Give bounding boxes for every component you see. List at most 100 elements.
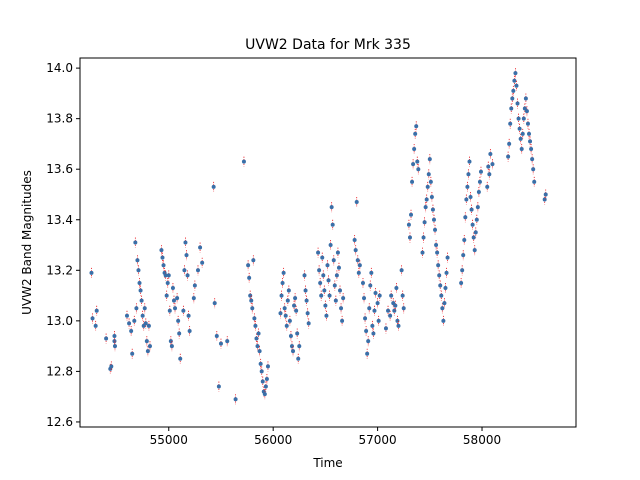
data-point <box>511 88 516 93</box>
data-point <box>414 124 419 129</box>
data-point <box>392 308 397 313</box>
data-point <box>182 268 187 273</box>
data-point <box>464 197 469 202</box>
data-point <box>513 71 518 76</box>
data-point <box>444 270 449 275</box>
data-point <box>280 280 285 285</box>
data-point <box>515 101 520 106</box>
data-point <box>216 384 221 389</box>
data-point <box>529 146 534 151</box>
axes: 55000 56000 57000 58000 12.6 12.8 13.0 13.2 13.4… <box>46 57 577 447</box>
data-point <box>430 207 435 212</box>
y-tick-label: 13.2 <box>46 263 73 277</box>
y-tick-label: 13.0 <box>46 314 73 328</box>
data-point <box>184 253 189 258</box>
data-point <box>291 349 296 354</box>
data-point <box>406 222 411 227</box>
data-point <box>415 159 420 164</box>
data-point <box>395 318 400 323</box>
data-point <box>295 331 300 336</box>
data-point <box>531 167 536 172</box>
data-point <box>355 258 360 263</box>
data-point <box>278 311 283 316</box>
data-point <box>321 273 326 278</box>
y-tick-label: 13.4 <box>46 213 73 227</box>
data-point <box>249 298 254 303</box>
data-point <box>294 308 299 313</box>
data-point <box>338 288 343 293</box>
data-point <box>211 184 216 189</box>
data-point <box>377 293 382 298</box>
data-point <box>445 255 450 260</box>
data-point <box>396 323 401 328</box>
data-point <box>410 179 415 184</box>
data-point <box>251 258 256 263</box>
data-point <box>146 323 151 328</box>
data-point <box>428 179 433 184</box>
plot-marks <box>89 68 548 405</box>
data-point <box>159 248 164 253</box>
data-point <box>331 258 336 263</box>
data-point <box>177 331 182 336</box>
data-point <box>140 313 145 318</box>
data-point <box>357 263 362 268</box>
data-point <box>362 296 367 301</box>
data-point <box>136 268 141 273</box>
data-point <box>329 205 334 210</box>
data-point <box>124 313 129 318</box>
data-point <box>284 323 289 328</box>
data-point <box>296 356 301 361</box>
data-point <box>183 240 188 245</box>
data-point <box>241 159 246 164</box>
data-point <box>441 318 446 323</box>
data-point <box>506 154 511 159</box>
data-point <box>429 195 434 200</box>
data-point <box>187 328 192 333</box>
data-point <box>288 334 293 339</box>
data-point <box>443 285 448 290</box>
data-point <box>191 296 196 301</box>
x-tick-label: 57000 <box>359 433 397 447</box>
data-point <box>109 364 114 369</box>
data-point <box>138 288 143 293</box>
data-point <box>360 280 365 285</box>
data-point <box>265 364 270 369</box>
data-point <box>507 141 512 146</box>
data-point <box>279 293 284 298</box>
data-point <box>285 298 290 303</box>
data-point <box>364 328 369 333</box>
chart-title: UVW2 Data for Mrk 335 <box>245 37 411 53</box>
data-point <box>169 344 174 349</box>
data-point <box>90 316 95 321</box>
data-point <box>195 268 200 273</box>
data-point <box>366 339 371 344</box>
data-point <box>161 263 166 268</box>
data-point <box>433 227 438 232</box>
data-point <box>325 263 330 268</box>
data-point <box>519 146 524 151</box>
data-point <box>356 270 361 275</box>
data-point <box>521 116 526 121</box>
y-tick-label: 12.8 <box>46 364 73 378</box>
data-point <box>259 369 264 374</box>
data-point <box>465 184 470 189</box>
data-point <box>336 265 341 270</box>
data-point <box>316 250 321 255</box>
x-tick-label: 55000 <box>150 433 188 447</box>
data-point <box>322 288 327 293</box>
data-point <box>532 179 537 184</box>
data-point <box>440 306 445 311</box>
data-point <box>512 78 517 83</box>
data-point <box>247 275 252 280</box>
data-point <box>525 121 530 126</box>
data-point <box>212 301 217 306</box>
data-point <box>422 220 427 225</box>
data-point <box>461 253 466 258</box>
data-point <box>164 293 169 298</box>
data-point <box>333 298 338 303</box>
data-point <box>326 278 331 283</box>
data-point <box>287 318 292 323</box>
data-point <box>200 260 205 265</box>
data-point <box>466 172 471 177</box>
